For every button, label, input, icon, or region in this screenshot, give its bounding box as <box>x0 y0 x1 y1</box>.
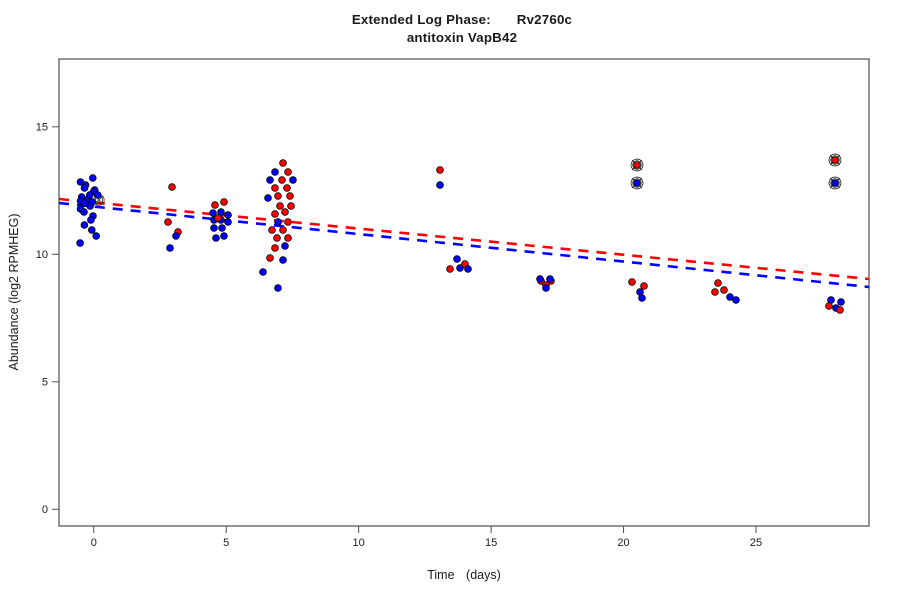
svg-text:25: 25 <box>750 537 762 549</box>
svg-text:5: 5 <box>42 377 48 389</box>
svg-text:0: 0 <box>91 537 97 549</box>
svg-text:15: 15 <box>485 537 497 549</box>
svg-text:10: 10 <box>353 537 365 549</box>
svg-text:15: 15 <box>36 122 48 134</box>
svg-text:Abundance (log2 RPMHEG): Abundance (log2 RPMHEG) <box>7 213 21 370</box>
svg-text:5: 5 <box>223 537 229 549</box>
svg-text:0: 0 <box>42 504 48 516</box>
svg-text:antitoxin VapB42: antitoxin VapB42 <box>407 30 517 45</box>
svg-text:10: 10 <box>36 249 48 261</box>
svg-text:Time (days): Time (days) <box>427 568 501 582</box>
svg-text:Extended Log Phase: Rv2760c: Extended Log Phase: Rv2760c <box>352 12 572 27</box>
svg-text:20: 20 <box>617 537 629 549</box>
